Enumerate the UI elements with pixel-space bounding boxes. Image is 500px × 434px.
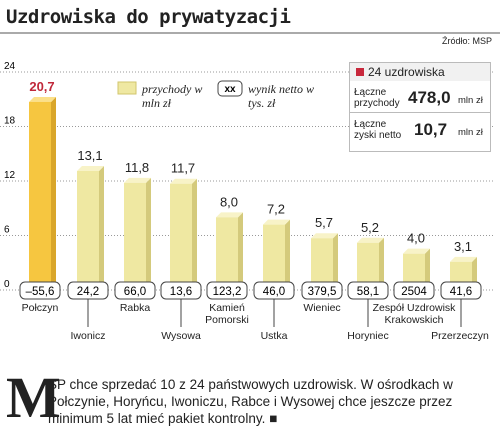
net-label: 123,2 <box>213 286 242 298</box>
legend-net-label: wynik netto w tys. zł <box>248 82 314 110</box>
drop-cap: M <box>6 365 61 430</box>
value-label: 13,1 <box>77 148 102 163</box>
bar-top <box>29 96 56 102</box>
x-tick-label: Wieniec <box>303 302 341 314</box>
x-tick-label: Horyniec <box>347 330 389 342</box>
net-label: 66,0 <box>124 286 146 298</box>
bar <box>29 101 51 290</box>
net-label: 46,0 <box>263 286 285 298</box>
summary-box: 24 uzdrowiska Łączne przychody 478,0 mln… <box>349 62 491 152</box>
title: Uzdrowiska do prywatyzacji <box>6 6 291 28</box>
bar-top <box>450 256 477 262</box>
net-label: 24,2 <box>77 286 99 298</box>
profit-label: Łączne zyski netto <box>354 119 402 141</box>
legend-net-symbol: xx <box>224 84 236 95</box>
value-label: 3,1 <box>454 239 472 254</box>
net-label: 2504 <box>401 286 427 298</box>
bar-top <box>216 212 243 218</box>
bar <box>403 253 425 290</box>
bar-side <box>425 248 430 290</box>
bar-top <box>77 166 104 172</box>
legend-net-box <box>217 80 243 97</box>
bar-side <box>99 166 104 290</box>
bar-top <box>124 177 151 183</box>
x-tick-label: Wysowa <box>161 330 201 342</box>
net-box <box>301 281 343 300</box>
net-label: 41,6 <box>450 286 472 298</box>
bar-side <box>51 96 56 290</box>
net-label: 379,5 <box>308 286 337 298</box>
bar-top <box>263 219 290 225</box>
value-label: 11,8 <box>125 160 149 175</box>
revenue-unit: mln zł <box>458 95 483 106</box>
bar <box>357 242 379 290</box>
y-tick-label: 24 <box>4 61 16 72</box>
net-label: 58,1 <box>357 286 379 298</box>
bar <box>124 182 146 290</box>
summary-rule <box>350 112 490 113</box>
bar-side <box>379 237 384 290</box>
value-label: 5,7 <box>315 215 333 230</box>
net-box <box>206 281 248 300</box>
y-tick-label: 0 <box>4 279 10 290</box>
x-tick-label: Przerzeczyn <box>431 330 489 342</box>
bar-side <box>285 219 290 290</box>
bar <box>263 224 285 290</box>
legend-label: przychody w mln zł <box>142 82 203 110</box>
value-label: 4,0 <box>407 231 425 246</box>
x-tick-label: Połczyn <box>21 302 59 314</box>
x-tick-label: Rabka <box>119 302 151 314</box>
value-label: 5,2 <box>361 220 379 235</box>
net-box <box>19 281 61 300</box>
summary-head <box>350 63 490 81</box>
net-label: –55,6 <box>26 286 55 298</box>
net-box <box>114 281 156 300</box>
source: Źródło: MSP <box>441 36 492 46</box>
revenue-label: Łączne przychody <box>354 87 400 109</box>
y-tick-label: 18 <box>4 116 16 127</box>
bar-top <box>357 237 384 243</box>
net-label: 13,6 <box>170 286 192 298</box>
bar-top <box>403 248 430 254</box>
summary-heading: 24 uzdrowiska <box>368 65 445 79</box>
bar <box>216 217 238 290</box>
bar-top <box>311 233 338 239</box>
y-tick-label: 6 <box>4 225 10 236</box>
bar <box>311 238 333 290</box>
profit: 10,7 <box>414 120 448 139</box>
y-tick-label: 12 <box>4 170 16 181</box>
bar-side <box>238 212 243 290</box>
bar <box>77 171 99 290</box>
bar-side <box>333 233 338 290</box>
bar-top <box>170 178 197 184</box>
summary-square <box>356 68 364 76</box>
x-tick-label: Ustka <box>260 330 288 342</box>
net-box <box>393 281 435 300</box>
value-label: 7,2 <box>267 202 285 217</box>
revenue: 478,0 <box>408 88 451 107</box>
legend-swatch <box>117 81 137 95</box>
bar-side <box>192 178 197 290</box>
x-tick-label: Kamień Pomorski <box>205 302 249 326</box>
bar-side <box>146 177 151 290</box>
x-tick-label: Zespół Uzdrowisk Krakowskich <box>372 302 456 326</box>
value-label: 8,0 <box>220 194 238 209</box>
article-text: SP chce sprzedać 10 z 24 państwowych uzd… <box>48 377 453 426</box>
profit-unit: mln zł <box>458 127 483 138</box>
value-label: 20,7 <box>29 79 54 94</box>
x-tick-label: Iwonicz <box>70 330 106 342</box>
bar <box>170 183 192 290</box>
value-label: 11,7 <box>171 161 195 176</box>
